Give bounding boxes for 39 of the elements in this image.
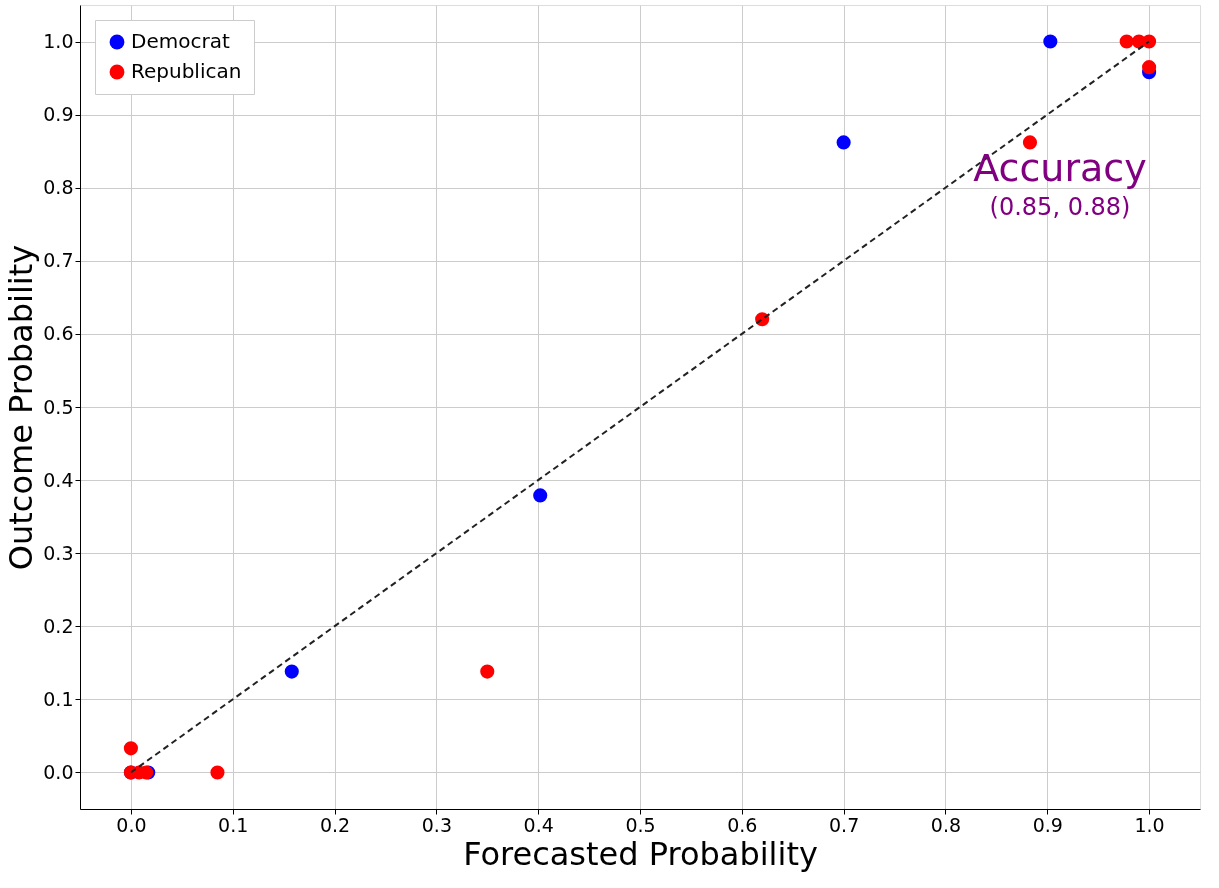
legend-label: Republican — [131, 59, 242, 83]
x-tick-label: 0.3 — [421, 813, 452, 836]
x-tick-label: 0.9 — [1032, 813, 1063, 836]
x-tick-label: 0.0 — [116, 813, 147, 836]
point — [1119, 34, 1134, 49]
y-tick-label: 0.8 — [43, 176, 74, 199]
y-tick-label: 1.0 — [43, 30, 74, 53]
y-tick-label: 0.3 — [43, 541, 74, 564]
point — [1142, 60, 1157, 75]
point — [1142, 34, 1157, 49]
point — [123, 741, 138, 756]
y-axis-title: Outcome Probability — [2, 244, 41, 571]
y-tick-label: 0.6 — [43, 322, 74, 345]
annotation: Accuracy — [973, 146, 1147, 190]
x-tick-label: 0.5 — [625, 813, 656, 836]
y-tick-label: 0.7 — [43, 249, 74, 272]
x-tick-label: 0.1 — [218, 813, 249, 836]
x-tick-label: 1.0 — [1134, 813, 1165, 836]
point — [836, 135, 851, 150]
annotation: (0.85, 0.88) — [989, 193, 1131, 221]
y-tick-label: 0.2 — [43, 614, 74, 637]
y-tick-label: 0.4 — [43, 468, 74, 491]
point — [1043, 34, 1058, 49]
point — [210, 765, 225, 780]
y-tick-label: 0.5 — [43, 395, 74, 418]
x-tick-label: 0.6 — [727, 813, 758, 836]
y-tick-label: 0.1 — [43, 687, 74, 710]
point — [480, 664, 495, 679]
point — [1022, 135, 1038, 150]
x-tick-label: 0.8 — [930, 813, 962, 836]
y-tick-label: 0.0 — [43, 760, 74, 783]
point — [284, 664, 299, 679]
x-tick-label: 0.2 — [319, 813, 351, 836]
legend-label: Democrat — [131, 29, 230, 53]
y-tick-label: 0.9 — [43, 103, 74, 126]
point — [533, 488, 548, 503]
x-axis-title: Forecasted Probability — [463, 834, 818, 873]
x-tick-label: 0.7 — [829, 813, 860, 836]
x-tick-label: 0.4 — [523, 813, 554, 836]
